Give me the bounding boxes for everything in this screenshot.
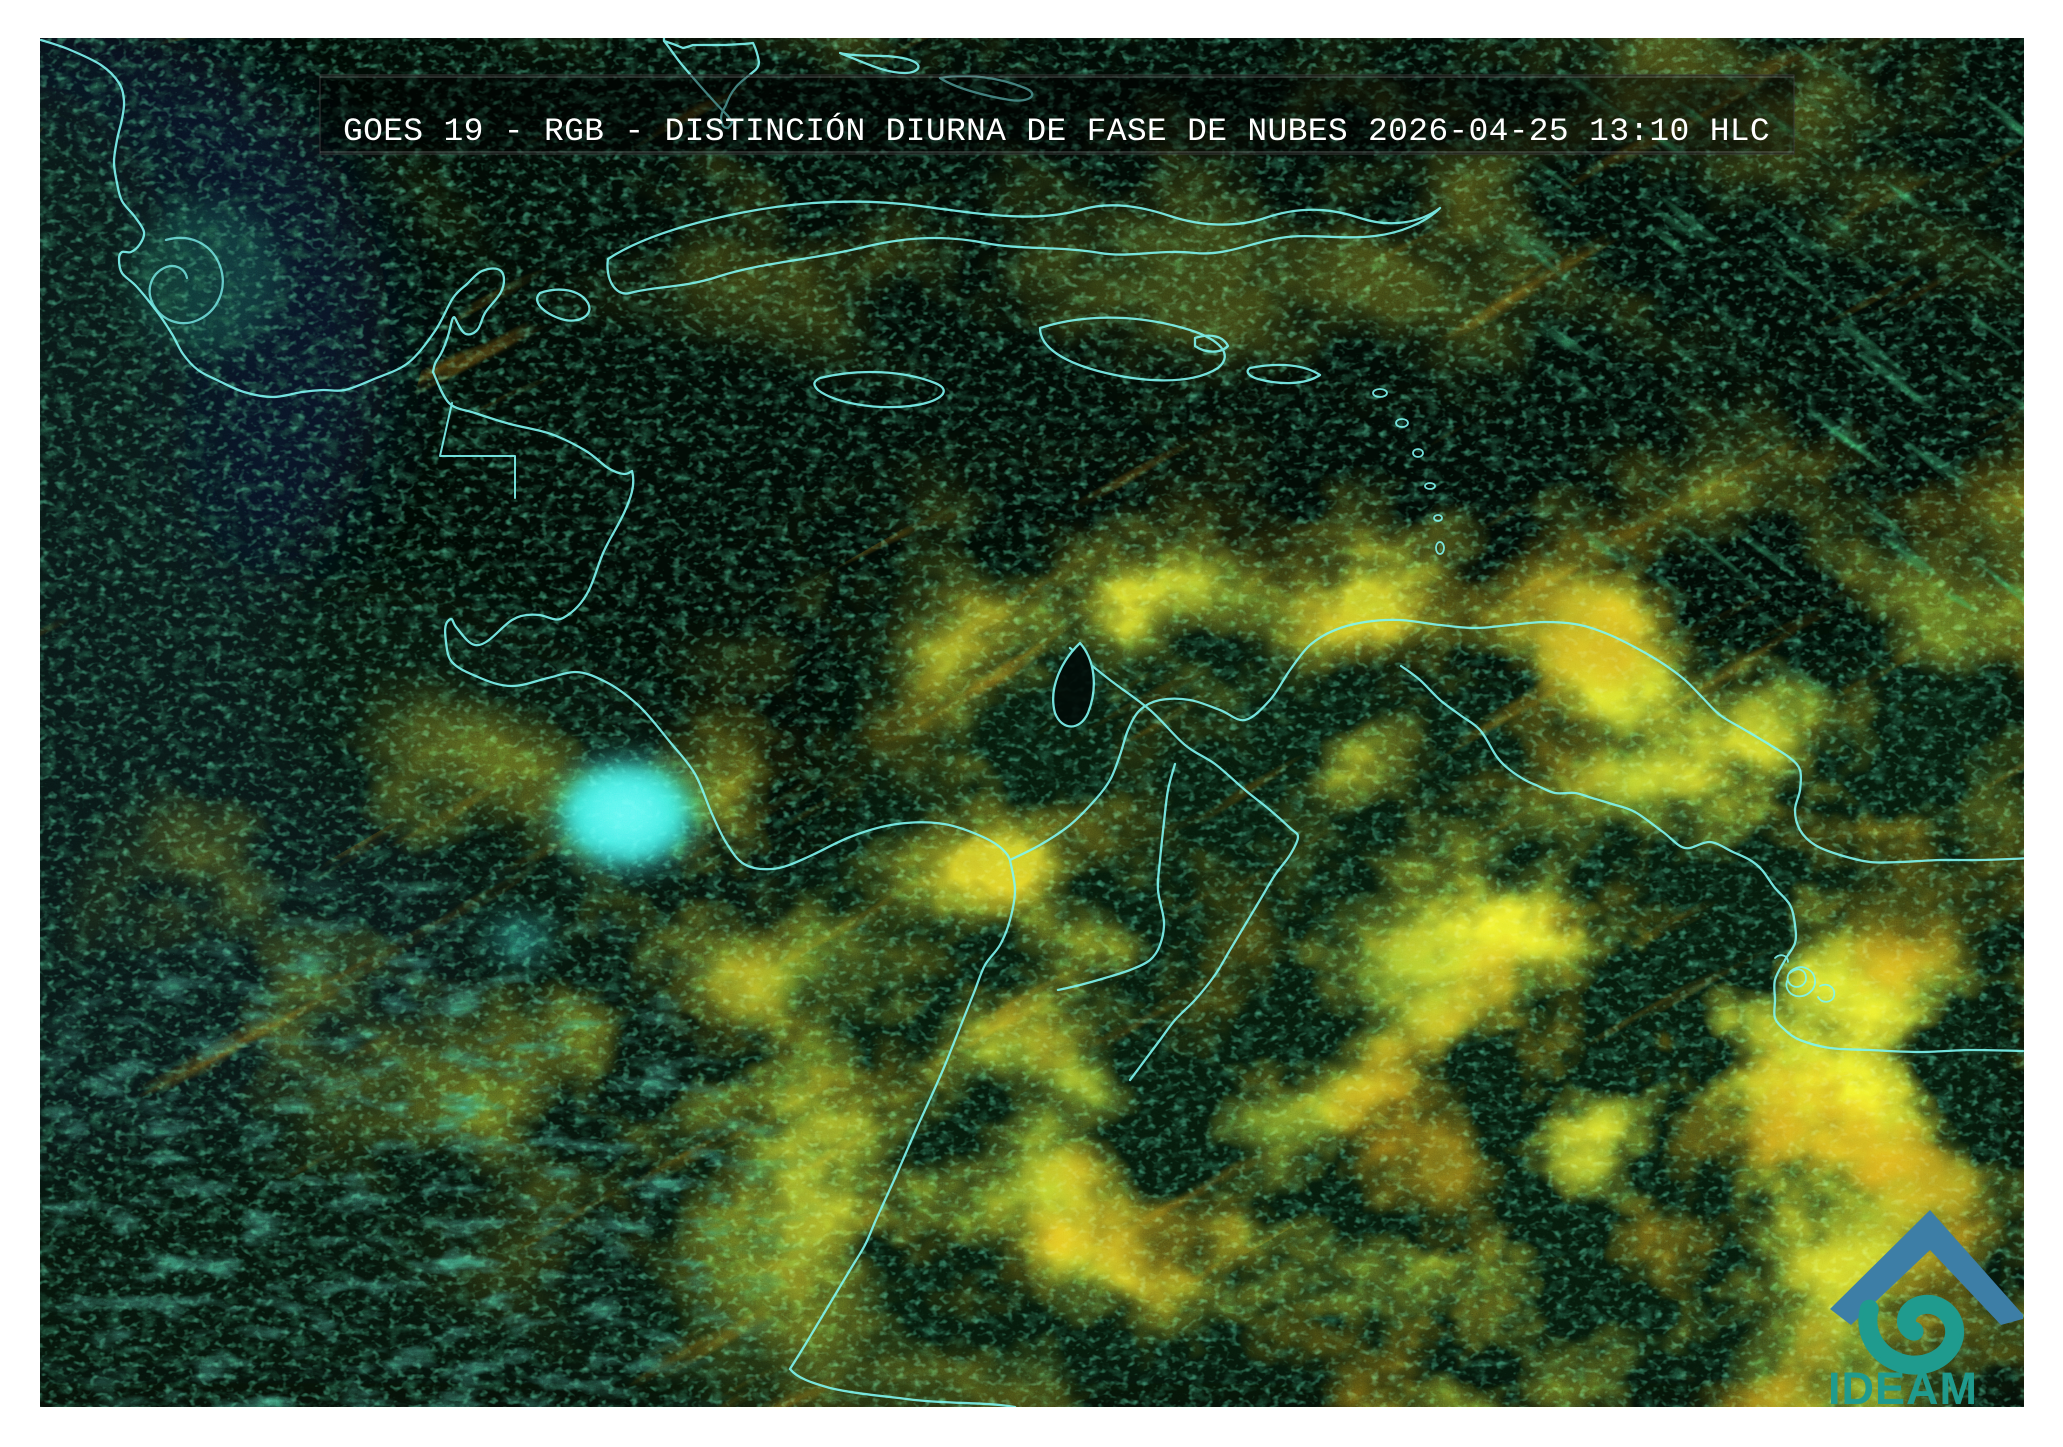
svg-text:GOES 19 - RGB - DISTINCIÓN DIU: GOES 19 - RGB - DISTINCIÓN DIURNA DE FAS… (343, 113, 1770, 150)
svg-text:IDEAM: IDEAM (1828, 1363, 1978, 1407)
